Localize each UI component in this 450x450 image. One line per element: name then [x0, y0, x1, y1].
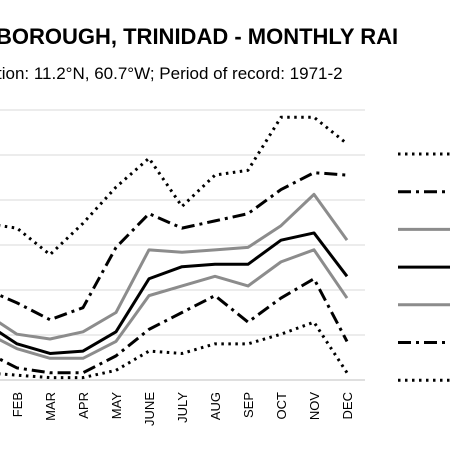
tick-label-july: JULY [175, 392, 190, 423]
tick-label-sep: SEP [241, 392, 256, 418]
tick-label-apr: APR [76, 392, 91, 419]
chart-title: BOROUGH, TRINIDAD - MONTHLY RAI [0, 24, 398, 49]
series-line-5 [0, 248, 349, 360]
series-line-2 [0, 171, 348, 322]
legend [398, 152, 450, 382]
series-line-6 [0, 277, 349, 375]
tick-label-dec: DEC [340, 392, 355, 419]
series-lines [0, 115, 349, 380]
tick-label-feb: FEB [10, 392, 25, 417]
series-line-3 [0, 192, 349, 341]
tick-label-mar: MAR [43, 392, 58, 421]
series-line-1 [0, 115, 348, 257]
tick-label-oct: OCT [274, 392, 289, 420]
tick-label-may: MAY [109, 392, 124, 420]
chart-subtitle: tion: 11.2°N, 60.7°W; Period of record: … [0, 64, 343, 83]
tick-label-aug: AUG [208, 392, 223, 420]
gridlines [0, 109, 365, 381]
tick-label-june: JUNE [142, 392, 157, 426]
x-tick-labels: FEB MAR APR MAY JUNE JULY AUG SEP OCT NOV DEC [10, 392, 355, 426]
series-line-7 [0, 320, 349, 380]
series-line-4 [0, 231, 349, 355]
tick-label-nov: NOV [307, 392, 322, 421]
